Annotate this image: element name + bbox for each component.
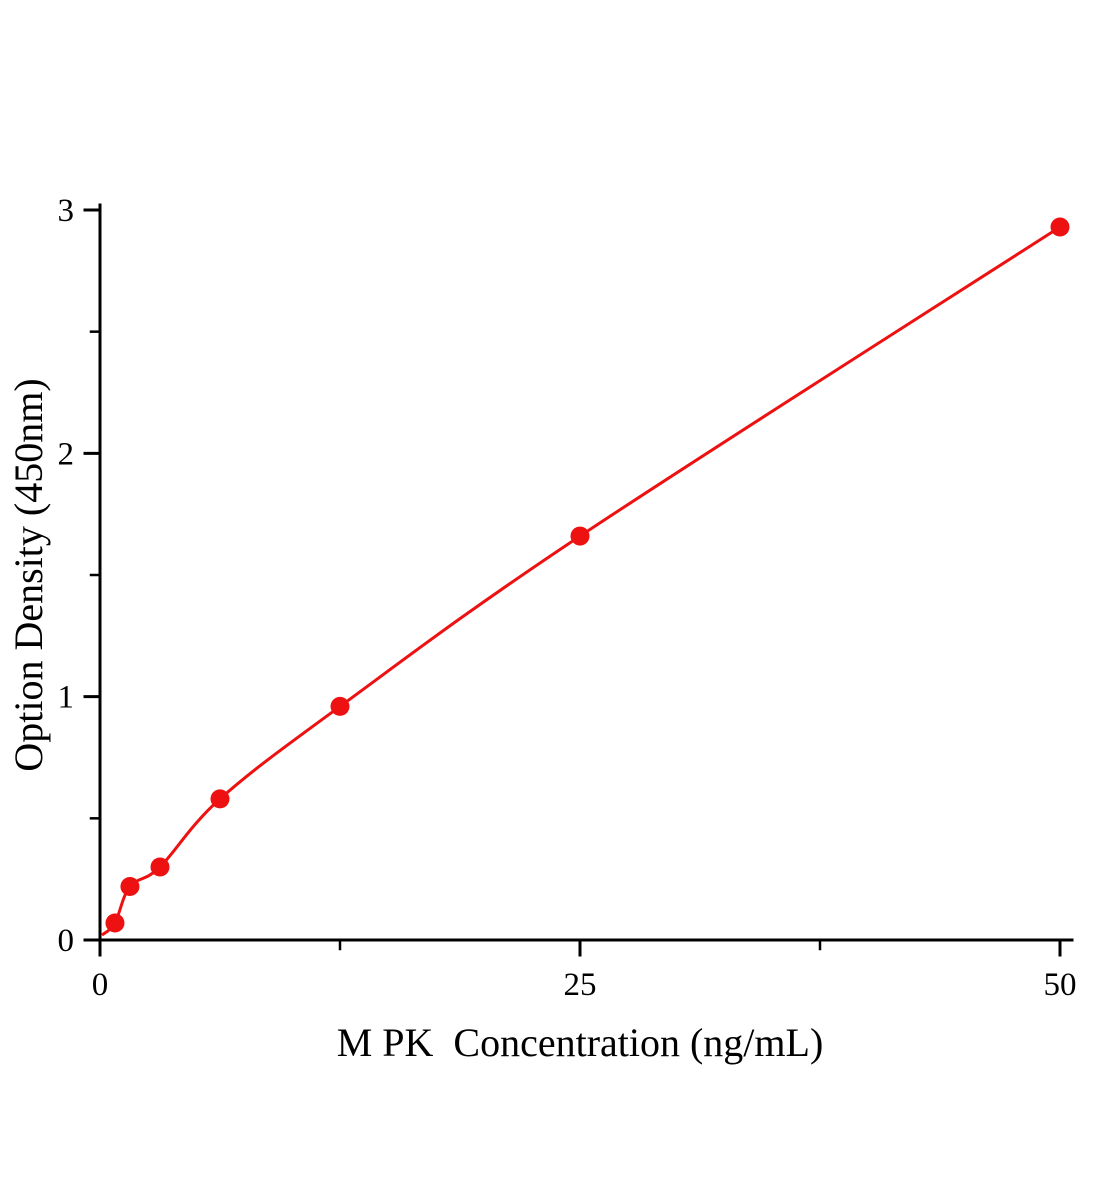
data-point: [570, 526, 590, 546]
y-axis-title: Option Density (450nm): [6, 378, 51, 771]
y-tick-label: 0: [58, 923, 75, 959]
data-point: [330, 696, 350, 716]
y-tick-label: 2: [58, 436, 75, 472]
y-tick-label: 3: [58, 193, 75, 229]
data-point: [1050, 217, 1070, 237]
data-series-layer: [100, 217, 1070, 937]
data-point: [150, 857, 170, 877]
data-point: [210, 789, 230, 809]
x-axis-title: M PK Concentration (ng/mL): [337, 1020, 824, 1065]
axes-layer: 0 25 50 0 1 2 3: [58, 193, 1077, 1003]
x-tick-label: 25: [564, 967, 597, 1003]
fit-curve: [100, 225, 1061, 937]
y-tick-label: 1: [58, 680, 75, 716]
data-point: [105, 913, 125, 933]
x-tick-label: 0: [92, 967, 109, 1003]
data-point: [120, 876, 140, 896]
x-tick-label: 50: [1044, 967, 1077, 1003]
